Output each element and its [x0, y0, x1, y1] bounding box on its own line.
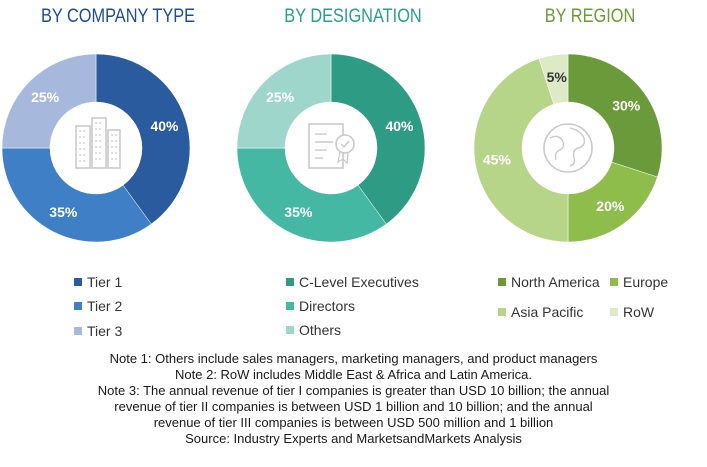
legend-item-tier-1: Tier 1	[74, 274, 122, 290]
legend-item-directors: Directors	[286, 298, 355, 314]
donut-chart-company-type: 40% 35% 25%	[1, 53, 191, 243]
panel-company-type: BY COMPANY TYPE 40% 35% 25% Tier 1 Tier 2 …	[0, 0, 236, 350]
legend-swatch	[74, 327, 82, 336]
chart-title-designation: BY DESIGNATION	[284, 6, 422, 27]
donut-slice-tier-2	[1, 147, 152, 243]
legend-item-others: Others	[286, 322, 341, 338]
slice-label: 25%	[266, 89, 295, 105]
legend-item-europe: Europe	[610, 274, 668, 290]
legend-label: Tier 3	[87, 323, 123, 339]
panel-region: BY REGION 30% 20% 45% 5% North America Euro…	[472, 0, 707, 350]
slice-label: 45%	[483, 151, 512, 167]
note-3-line-2: revenue of tier II companies is between …	[114, 399, 593, 414]
donut-hole	[51, 103, 141, 193]
legend-swatch	[610, 278, 618, 287]
legend-label: Tier 2	[87, 298, 123, 314]
legend-item-c-level-executives: C-Level Executives	[286, 274, 419, 290]
donut-slice-tier-1	[95, 53, 191, 225]
legend-label: North America	[511, 274, 600, 290]
buildings-icon	[75, 117, 121, 169]
legend-label: Tier 1	[87, 274, 123, 290]
legend-label: C-Level Executives	[299, 274, 419, 290]
legend-label: Others	[299, 322, 342, 338]
donut-slice-asia-pacific	[473, 58, 569, 243]
note-2: Note 2: RoW includes Middle East & Afric…	[175, 367, 532, 382]
globe-icon	[543, 123, 593, 173]
legend-swatch	[286, 326, 294, 335]
slice-label: 40%	[150, 118, 179, 134]
donut-hole	[523, 103, 613, 193]
legend-swatch	[286, 278, 294, 287]
donut-chart-designation: 40% 35% 25%	[236, 53, 426, 243]
legend-item-row: RoW	[610, 304, 654, 320]
donut-slice-tier-3	[1, 53, 97, 149]
chart-title-company-type: BY COMPANY TYPE	[40, 6, 196, 27]
legend-label: Directors	[299, 298, 356, 314]
donut-slice-north-america	[567, 53, 663, 178]
chart-notes: Note 1: Others include sales managers, m…	[0, 351, 707, 447]
legend-label: Europe	[623, 274, 669, 290]
chart-title-region: BY REGION	[544, 6, 636, 27]
donut-slice-directors	[236, 147, 387, 243]
legend-swatch	[74, 302, 82, 311]
slice-label: 20%	[596, 198, 625, 214]
legend-item-tier-3: Tier 3	[74, 323, 122, 339]
panel-designation: BY DESIGNATION 40% 35% 25% C-Level Executi…	[235, 0, 471, 350]
legend-swatch	[74, 278, 82, 287]
legend-item-north-america: North America	[498, 274, 600, 290]
source-note: Source: Industry Experts and MarketsandM…	[185, 431, 522, 446]
slice-label: 30%	[612, 98, 641, 114]
donut-slice-others	[236, 53, 332, 149]
slice-label: 35%	[49, 204, 78, 220]
legend-label: Asia Pacific	[511, 304, 584, 320]
legend-label: RoW	[623, 304, 655, 320]
legend-swatch	[286, 302, 294, 311]
donut-chart-region: 30% 20% 45% 5%	[473, 53, 663, 243]
legend-swatch	[610, 308, 618, 317]
slice-label: 35%	[284, 204, 313, 220]
legend-item-tier-2: Tier 2	[74, 298, 122, 314]
note-3-line-1: Note 3: The annual revenue of tier I com…	[97, 383, 610, 398]
legend-swatch	[498, 308, 506, 317]
legend-item-asia-pacific: Asia Pacific	[498, 304, 583, 320]
slice-label: 5%	[547, 69, 568, 85]
donut-slice-c-level-executives	[330, 53, 426, 225]
note-3-line-3: revenue of tier III companies is between…	[153, 415, 554, 430]
slice-label: 40%	[385, 118, 414, 134]
legend-swatch	[498, 278, 506, 287]
donut-hole	[286, 103, 376, 193]
certificate-icon	[308, 123, 355, 169]
donut-slice-row	[538, 53, 569, 105]
slice-label: 25%	[31, 89, 60, 105]
note-1: Note 1: Others include sales managers, m…	[109, 351, 598, 366]
